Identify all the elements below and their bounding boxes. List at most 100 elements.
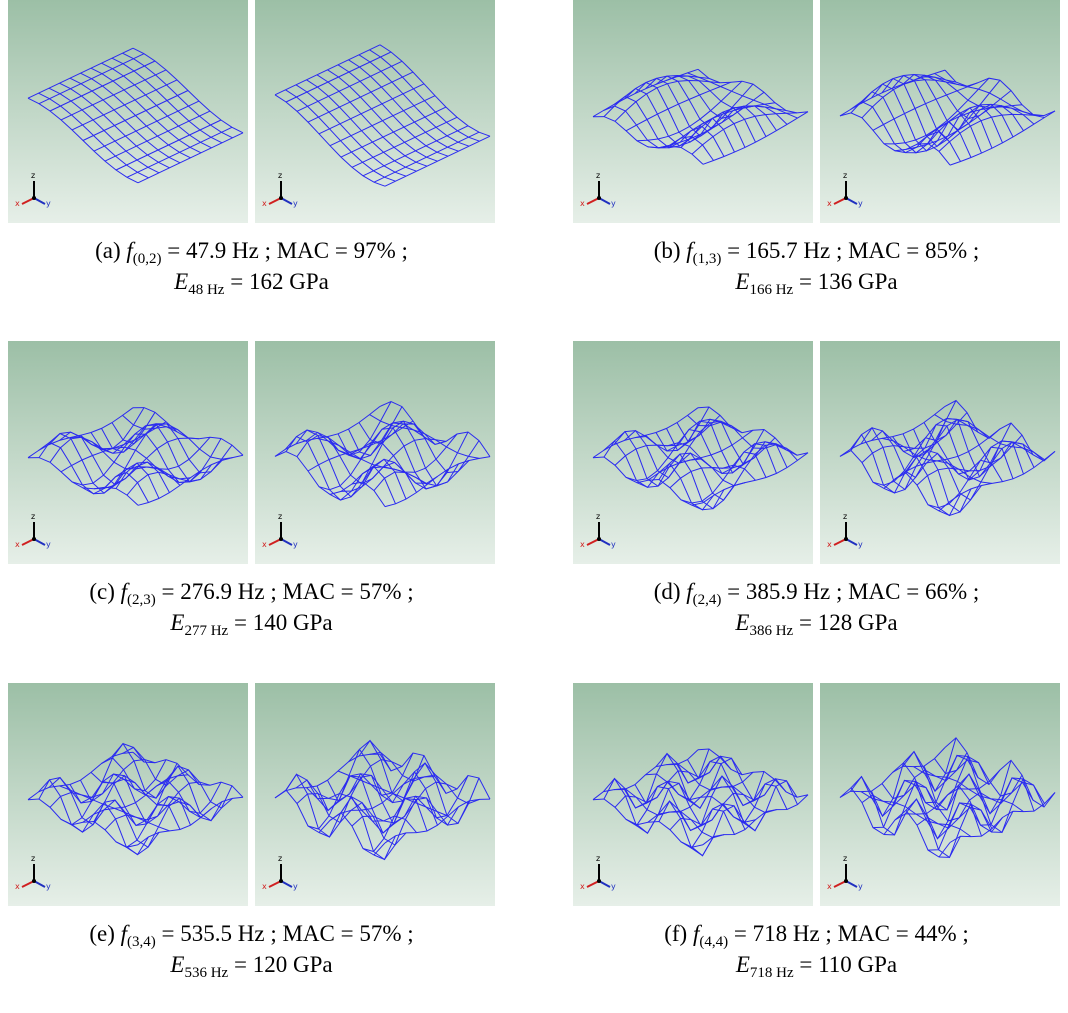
svg-text:x: x [827,540,832,549]
modulus-subscript-freq: 718 [749,965,773,981]
mac-value: 44 [914,921,938,946]
svg-text:z: z [843,854,847,863]
figure-caption: (c) f(2,3) = 276.9 Hz ; MAC = 57% ; E277 … [8,576,495,639]
modulus-value: 128 [817,610,853,635]
svg-text:y: y [46,882,51,891]
figure-panel-b: z x y z x y (b) f(1,3) = 165.7 Hz ; MAC = 85% … [573,0,1060,330]
svg-text:x: x [580,199,585,208]
mode-shape-mesh [839,399,1056,517]
modulus-subscript: 277 Hz [184,623,228,639]
modulus-unit: GPa [292,952,333,977]
svg-text:x: x [15,540,20,549]
svg-text:y: y [611,882,616,891]
svg-text:z: z [278,512,282,521]
axis-triad-icon: z x y [15,854,51,891]
modulus-subscript-freq: 166 [749,282,772,298]
mode-shape-mesh [839,737,1056,859]
frequency-unit: Hz [803,579,831,604]
modulus-unit: GPa [292,610,333,635]
svg-text:y: y [858,540,863,549]
freq-symbol: f [686,579,693,604]
modulus-subscript-unit: Hz [776,965,794,981]
numerical-mode-view: z x y [820,341,1060,564]
svg-text:z: z [843,512,847,521]
axis-triad-icon: z x y [262,171,298,208]
figure-panel-c: z x y z x y (c) f(2,3) = 276.9 Hz ; MAC = 57% … [8,341,495,671]
mode-index: (4,4) [699,934,729,950]
caption-line-2: E166 Hz = 136 GPa [735,269,898,298]
svg-text:y: y [293,199,298,208]
view-background [8,341,248,564]
frequency-value: 385.9 [745,579,798,604]
svg-text:z: z [596,512,600,521]
figure-panel-a: z x y z x y (a) f(0,2) = 47.9 Hz ; MAC = 97% ;… [8,0,495,330]
figure-caption: (d) f(2,4) = 385.9 Hz ; MAC = 66% ; E386 … [573,576,1060,639]
mode-shape-mesh [592,748,809,857]
svg-text:x: x [262,199,267,208]
subfigure-label: (d) [653,579,681,604]
svg-text:z: z [843,171,847,180]
experimental-mode-view: z x y [573,683,813,906]
figure-caption: (a) f(0,2) = 47.9 Hz ; MAC = 97% ; E48 Hz… [8,235,495,298]
numerical-mode-view: z x y [255,683,495,906]
svg-text:y: y [46,199,51,208]
modulus-value: 120 [252,952,288,977]
svg-text:x: x [262,882,267,891]
experimental-mode-view: z x y [8,683,248,906]
svg-text:y: y [858,882,863,891]
percent-sign: % [948,579,968,604]
view-background [820,683,1060,906]
caption-line-2: E718 Hz = 110 GPa [735,952,898,981]
caption-line-1: (d) f(2,4) = 385.9 Hz ; MAC = 66% ; [653,579,980,608]
modulus-value: 162 [248,269,284,294]
percent-sign: % [937,921,957,946]
modulus-unit: GPa [857,269,898,294]
caption-line-1: (a) f(0,2) = 47.9 Hz ; MAC = 97% ; [95,238,408,267]
svg-text:z: z [596,854,600,863]
mode-index: (2,3) [127,592,156,608]
caption-line-1: (e) f(3,4) = 535.5 Hz ; MAC = 57% ; [89,921,414,950]
percent-sign: % [382,921,402,946]
modulus-subscript: 718 Hz [750,965,794,981]
axis-triad-icon: z x y [15,512,51,549]
modulus-subscript: 536 Hz [184,965,228,981]
freq-symbol: f [126,238,133,263]
view-background [820,341,1060,564]
svg-text:x: x [15,882,20,891]
modulus-subscript-unit: Hz [775,623,794,639]
svg-text:z: z [31,512,35,521]
frequency-unit: Hz [231,238,259,263]
mac-value: 57 [359,921,383,946]
frequency-value: 276.9 [180,579,232,604]
experimental-mode-view: z x y [573,0,813,223]
modulus-unit: GPa [857,952,898,977]
view-background [8,683,248,906]
numerical-mode-view: z x y [820,0,1060,223]
mode-index: (3,4) [127,934,156,950]
modulus-subscript-freq: 48 [188,282,204,298]
figure-panel-d: z x y z x y (d) f(2,4) = 385.9 Hz ; MAC = 66% … [573,341,1060,671]
frequency-unit: Hz [792,921,820,946]
axis-triad-icon: z x y [580,512,616,549]
modulus-subscript: 166 Hz [749,282,793,298]
percent-sign: % [382,579,402,604]
mac-label: MAC [848,579,901,604]
svg-text:x: x [580,882,585,891]
freq-symbol: f [120,579,127,604]
figure-panel-e: z x y z x y (e) f(3,4) = 535.5 Hz ; MAC = 57% … [8,683,495,1013]
modulus-symbol: E [174,269,189,294]
view-background [820,0,1060,223]
figure-caption: (b) f(1,3) = 165.7 Hz ; MAC = 85% ; E166 … [573,235,1060,298]
svg-text:y: y [293,540,298,549]
frequency-value: 165.7 [745,238,798,263]
svg-text:z: z [278,854,282,863]
frequency-unit: Hz [237,921,265,946]
freq-symbol: f [120,921,127,946]
mode-index: (0,2) [132,251,162,267]
modulus-symbol: E [735,269,750,294]
axis-triad-icon: z x y [262,512,298,549]
modulus-subscript: 386 Hz [749,623,793,639]
svg-text:y: y [611,540,616,549]
caption-line-1: (c) f(2,3) = 276.9 Hz ; MAC = 57% ; [89,579,414,608]
modulus-symbol: E [735,610,750,635]
